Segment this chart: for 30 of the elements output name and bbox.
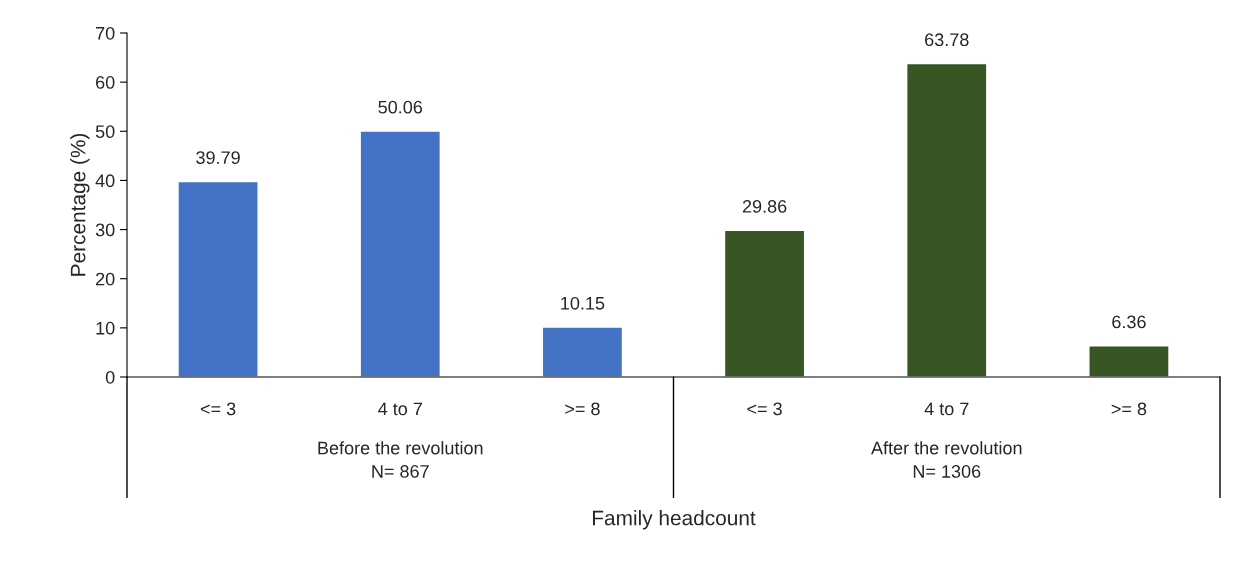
y-tick-label: 30 [95, 223, 115, 237]
y-tick-label: 70 [96, 26, 115, 40]
x-tick-label: 4 to 7 [924, 402, 969, 416]
bar [177, 180, 259, 377]
x-tick-label: >= 8 [1111, 402, 1147, 416]
bar [541, 326, 624, 377]
y-tick-label: 50 [95, 125, 115, 139]
bar [1088, 345, 1170, 377]
x-tick-label: >= 8 [565, 402, 600, 416]
data-label: 6.36 [1112, 315, 1146, 329]
y-tick-label: 40 [95, 174, 115, 188]
x-tick-label: <= 3 [200, 402, 236, 416]
y-tick-label: 20 [96, 272, 115, 286]
y-tick-label: 60 [96, 76, 115, 89]
data-label: 63.78 [925, 33, 969, 47]
x-tick-label: <= 3 [747, 402, 782, 416]
data-label: 29.86 [742, 200, 787, 213]
bar [723, 229, 806, 377]
x-tick-label: 4 to 7 [378, 402, 422, 416]
text: Before the revolution N= 867 [318, 441, 483, 478]
y-tick-label: 0 [105, 370, 115, 384]
text: After the revolution N= 1306 [871, 441, 1022, 478]
x-axis-title: Family headcount [593, 510, 756, 530]
data-label: 39.79 [196, 151, 240, 164]
data-label: 10.15 [561, 296, 605, 310]
data-label: 50.06 [378, 100, 423, 114]
y-tick-label: 10 [96, 321, 115, 335]
bar [359, 130, 442, 377]
bar [905, 62, 988, 377]
y-axis-title: Percentage (%) [70, 133, 90, 276]
